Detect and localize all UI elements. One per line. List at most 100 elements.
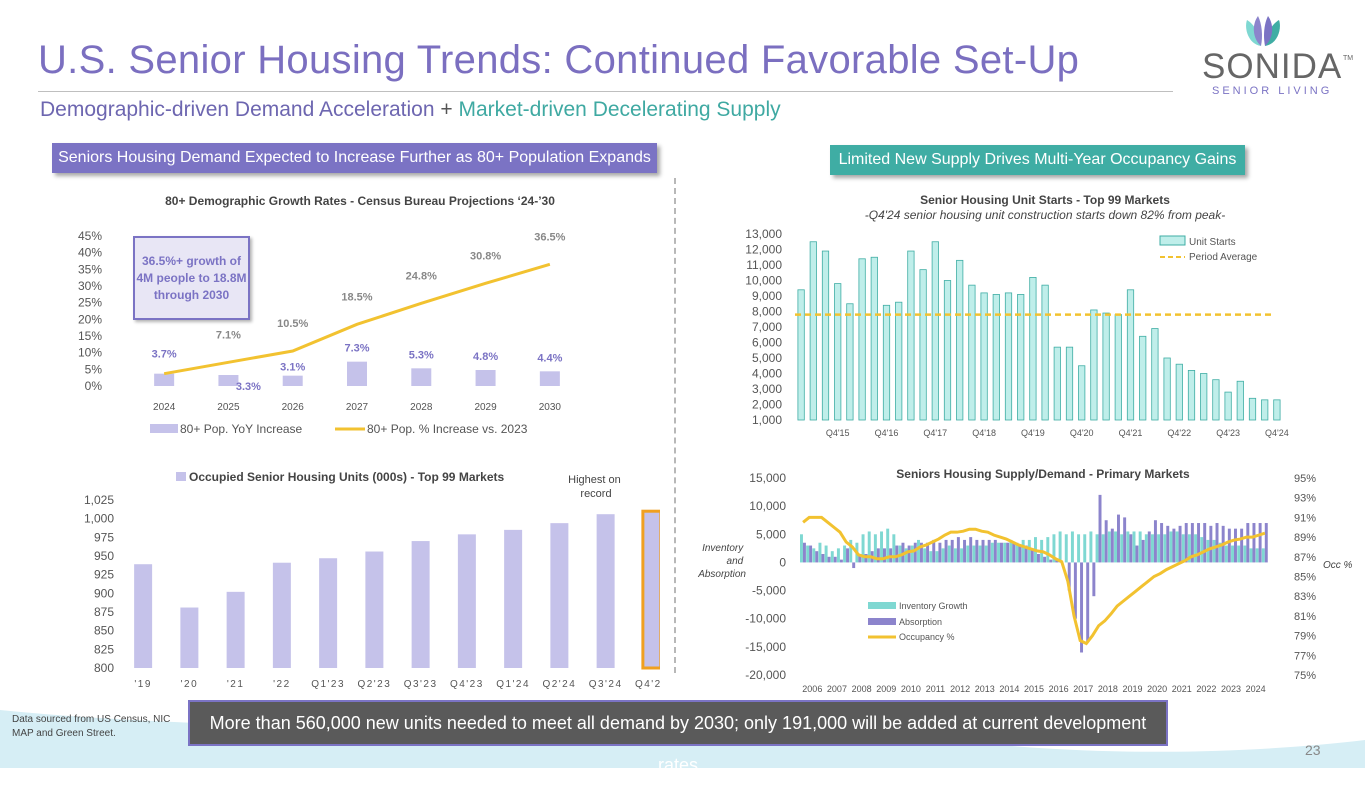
- inventory-bar: [917, 539, 920, 563]
- absorption-bar: [1197, 523, 1201, 563]
- starts-bar: [919, 269, 927, 421]
- right-axis-label: Occ %: [1323, 560, 1353, 571]
- logo-trademark: TM: [1343, 55, 1354, 62]
- occupied-bar: [550, 523, 569, 668]
- absorption-bar: [895, 545, 899, 563]
- inventory-bar: [1101, 534, 1105, 563]
- absorption-bar: [1123, 517, 1127, 563]
- y-tick-label: 6,000: [752, 336, 782, 350]
- inventory-bar: [1009, 539, 1013, 563]
- inventory-bar: [1077, 534, 1081, 563]
- absorption-bar: [809, 545, 813, 563]
- y-tick-label: 12,000: [745, 243, 782, 257]
- absorption-bar: [833, 556, 837, 563]
- supply-demand-x-axis: 2006 2007 2008 2009 2010 2011 2012 2013 2014 2015…: [802, 684, 1265, 694]
- y-tick-label: 825: [94, 642, 114, 656]
- absorption-bar: [1129, 534, 1133, 563]
- occupied-bar: [504, 529, 523, 668]
- inventory-bar: [972, 545, 976, 563]
- inventory-bar: [1212, 539, 1216, 563]
- x-tick-label: 2026: [282, 402, 305, 413]
- inventory-bar: [966, 545, 970, 563]
- absorption-bar: [969, 537, 973, 563]
- starts-bar: [1041, 284, 1049, 421]
- x-tick-label: Q4'20: [1070, 428, 1094, 438]
- bar-data-label: 4.8%: [473, 351, 498, 363]
- x-tick-label: Q4'23: [450, 679, 484, 690]
- absorption-bar: [1240, 528, 1244, 563]
- inventory-bar: [1107, 531, 1111, 563]
- inventory-bar: [1169, 531, 1173, 563]
- inventory-bar: [1261, 548, 1265, 563]
- title-divider: [38, 91, 1173, 92]
- bar-data-label: 5.3%: [409, 349, 434, 361]
- page-subtitle: Demographic-driven Demand Acceleration +…: [40, 98, 781, 122]
- y-tick-label: 20%: [78, 312, 102, 326]
- occupied-bar: [596, 514, 615, 668]
- inventory-bar: [1175, 531, 1179, 563]
- right-tick-label: 87%: [1294, 552, 1316, 564]
- left-tick-label: -5,000: [752, 584, 786, 598]
- occupied-bar: [319, 558, 338, 668]
- demographic-line: 7.1% 10.5% 18.5% 24.8% 30.8% 36.5%: [163, 231, 566, 376]
- inventory-bar: [1194, 534, 1198, 563]
- x-tick-label: '19: [134, 679, 152, 690]
- starts-bar: [1151, 328, 1159, 421]
- starts-bar: [1029, 277, 1037, 421]
- inventory-bar: [800, 534, 803, 563]
- bar-data-label: 3.7%: [152, 349, 177, 361]
- inventory-bar: [812, 548, 816, 563]
- absorption-bar: [963, 539, 967, 563]
- occupied-legend-swatch: [176, 472, 186, 481]
- inventory-bar: [830, 551, 834, 563]
- occupied-bar: [180, 607, 199, 668]
- demographic-bar: [475, 370, 496, 386]
- demographic-y-axis: 0% 5% 10% 15% 20% 25% 30% 35% 40% 45%: [78, 229, 102, 393]
- x-tick-label: Q3'23: [404, 679, 438, 690]
- legend-absorption-swatch: [868, 618, 896, 625]
- starts-legend: Unit Starts Period Average: [1159, 235, 1258, 263]
- inventory-bar: [984, 545, 988, 563]
- absorption-bar: [1080, 562, 1084, 653]
- inventory-bar: [1126, 531, 1130, 563]
- occupied-bar: [365, 551, 384, 668]
- x-tick-label: 2014: [999, 684, 1019, 694]
- inventory-bar: [824, 545, 828, 563]
- x-tick-label: Q4'21: [1119, 428, 1143, 438]
- inventory-bar: [960, 548, 964, 563]
- demographic-legend: 80+ Pop. YoY Increase 80+ Pop. % Increas…: [150, 422, 528, 436]
- highest-record-note: Highest on record: [568, 474, 624, 500]
- right-tick-label: 89%: [1294, 532, 1316, 544]
- inventory-bar: [1132, 531, 1136, 563]
- x-tick-label: 2013: [975, 684, 995, 694]
- inventory-bar: [1255, 548, 1259, 563]
- inventory-bar: [1083, 534, 1087, 563]
- y-tick-label: 35%: [78, 262, 102, 276]
- inventory-bar: [1157, 534, 1161, 563]
- starts-bar: [1065, 346, 1074, 421]
- starts-bar: [992, 294, 1000, 421]
- occupancy-line: [802, 515, 1266, 646]
- starts-bar: [895, 301, 903, 421]
- absorption-bar: [1246, 523, 1250, 563]
- demographic-bars: 3.7% 3.3% 3.1% 7.3% 5.3% 4.8% 4.4%: [152, 343, 563, 393]
- inventory-bar: [886, 528, 890, 563]
- inventory-bar: [1089, 531, 1093, 563]
- inventory-growth-bars: [800, 528, 1265, 563]
- inventory-bar: [880, 531, 884, 563]
- absorption-bar: [1018, 545, 1022, 563]
- absorption-bar: [975, 539, 979, 563]
- inventory-bar: [867, 531, 871, 563]
- absorption-bar: [1135, 545, 1139, 563]
- absorption-bar: [1147, 531, 1151, 563]
- starts-bar: [870, 256, 878, 421]
- starts-bar: [1126, 289, 1135, 421]
- inventory-bar: [1144, 534, 1148, 563]
- y-tick-label: 45%: [78, 229, 102, 243]
- y-tick-label: 30%: [78, 279, 102, 293]
- occupied-bar: [411, 541, 430, 668]
- x-tick-label: Q1'23: [311, 679, 345, 690]
- absorption-bars: [802, 494, 1268, 653]
- inventory-bar: [923, 548, 927, 563]
